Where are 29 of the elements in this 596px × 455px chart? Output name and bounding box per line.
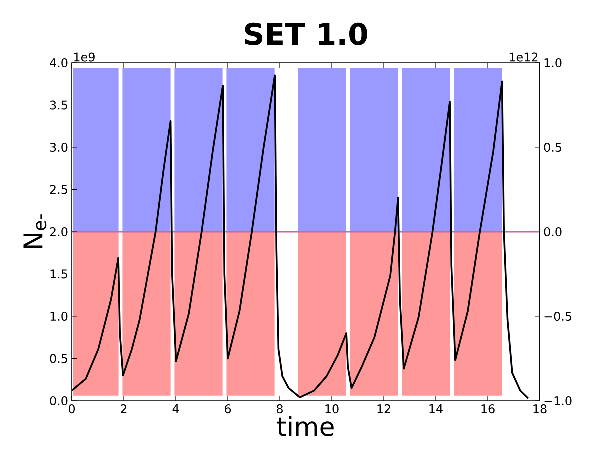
x-tick-label: 4 <box>172 404 180 414</box>
y-axis-title: N$_{e-}$ <box>24 214 47 248</box>
x-tick-label: 6 <box>225 404 232 414</box>
y2-tick-label: 1.0 <box>544 58 562 68</box>
y-tick-label: 0.5 <box>50 354 68 364</box>
x-tick-label: 16 <box>482 404 495 414</box>
y2-tick-label: 0.5 <box>544 142 562 152</box>
x-tick-label: 14 <box>430 404 443 414</box>
y-tick-label: 4.0 <box>50 58 68 68</box>
x-tick-label: 2 <box>121 404 127 414</box>
y-tick-label: 3.0 <box>50 142 68 152</box>
y2-tick-label: −0.5 <box>544 312 572 322</box>
x-tick-label: 0 <box>68 404 76 414</box>
chart-title: SET 1.0 <box>245 22 368 46</box>
x-tick-label: 12 <box>378 404 390 414</box>
y-tick-label: 3.5 <box>50 100 68 110</box>
y2-tick-label: −1.0 <box>544 396 572 406</box>
x-tick-label: 10 <box>326 404 339 414</box>
y-tick-label: 2.5 <box>50 185 68 194</box>
text: 1e9 <box>74 52 95 62</box>
x-tick-label: 8 <box>277 404 283 414</box>
text: 1e12 <box>510 52 538 62</box>
y2-tick-label: 0.0 <box>544 227 562 237</box>
x-tick-label: 18 <box>534 404 547 414</box>
y-tick-label: 1.5 <box>50 270 68 279</box>
y-tick-label: 1.0 <box>50 312 68 322</box>
y-tick-label: 2.0 <box>50 227 68 237</box>
x-axis-title: time <box>277 416 334 436</box>
y-tick-label: 0.0 <box>50 396 68 406</box>
